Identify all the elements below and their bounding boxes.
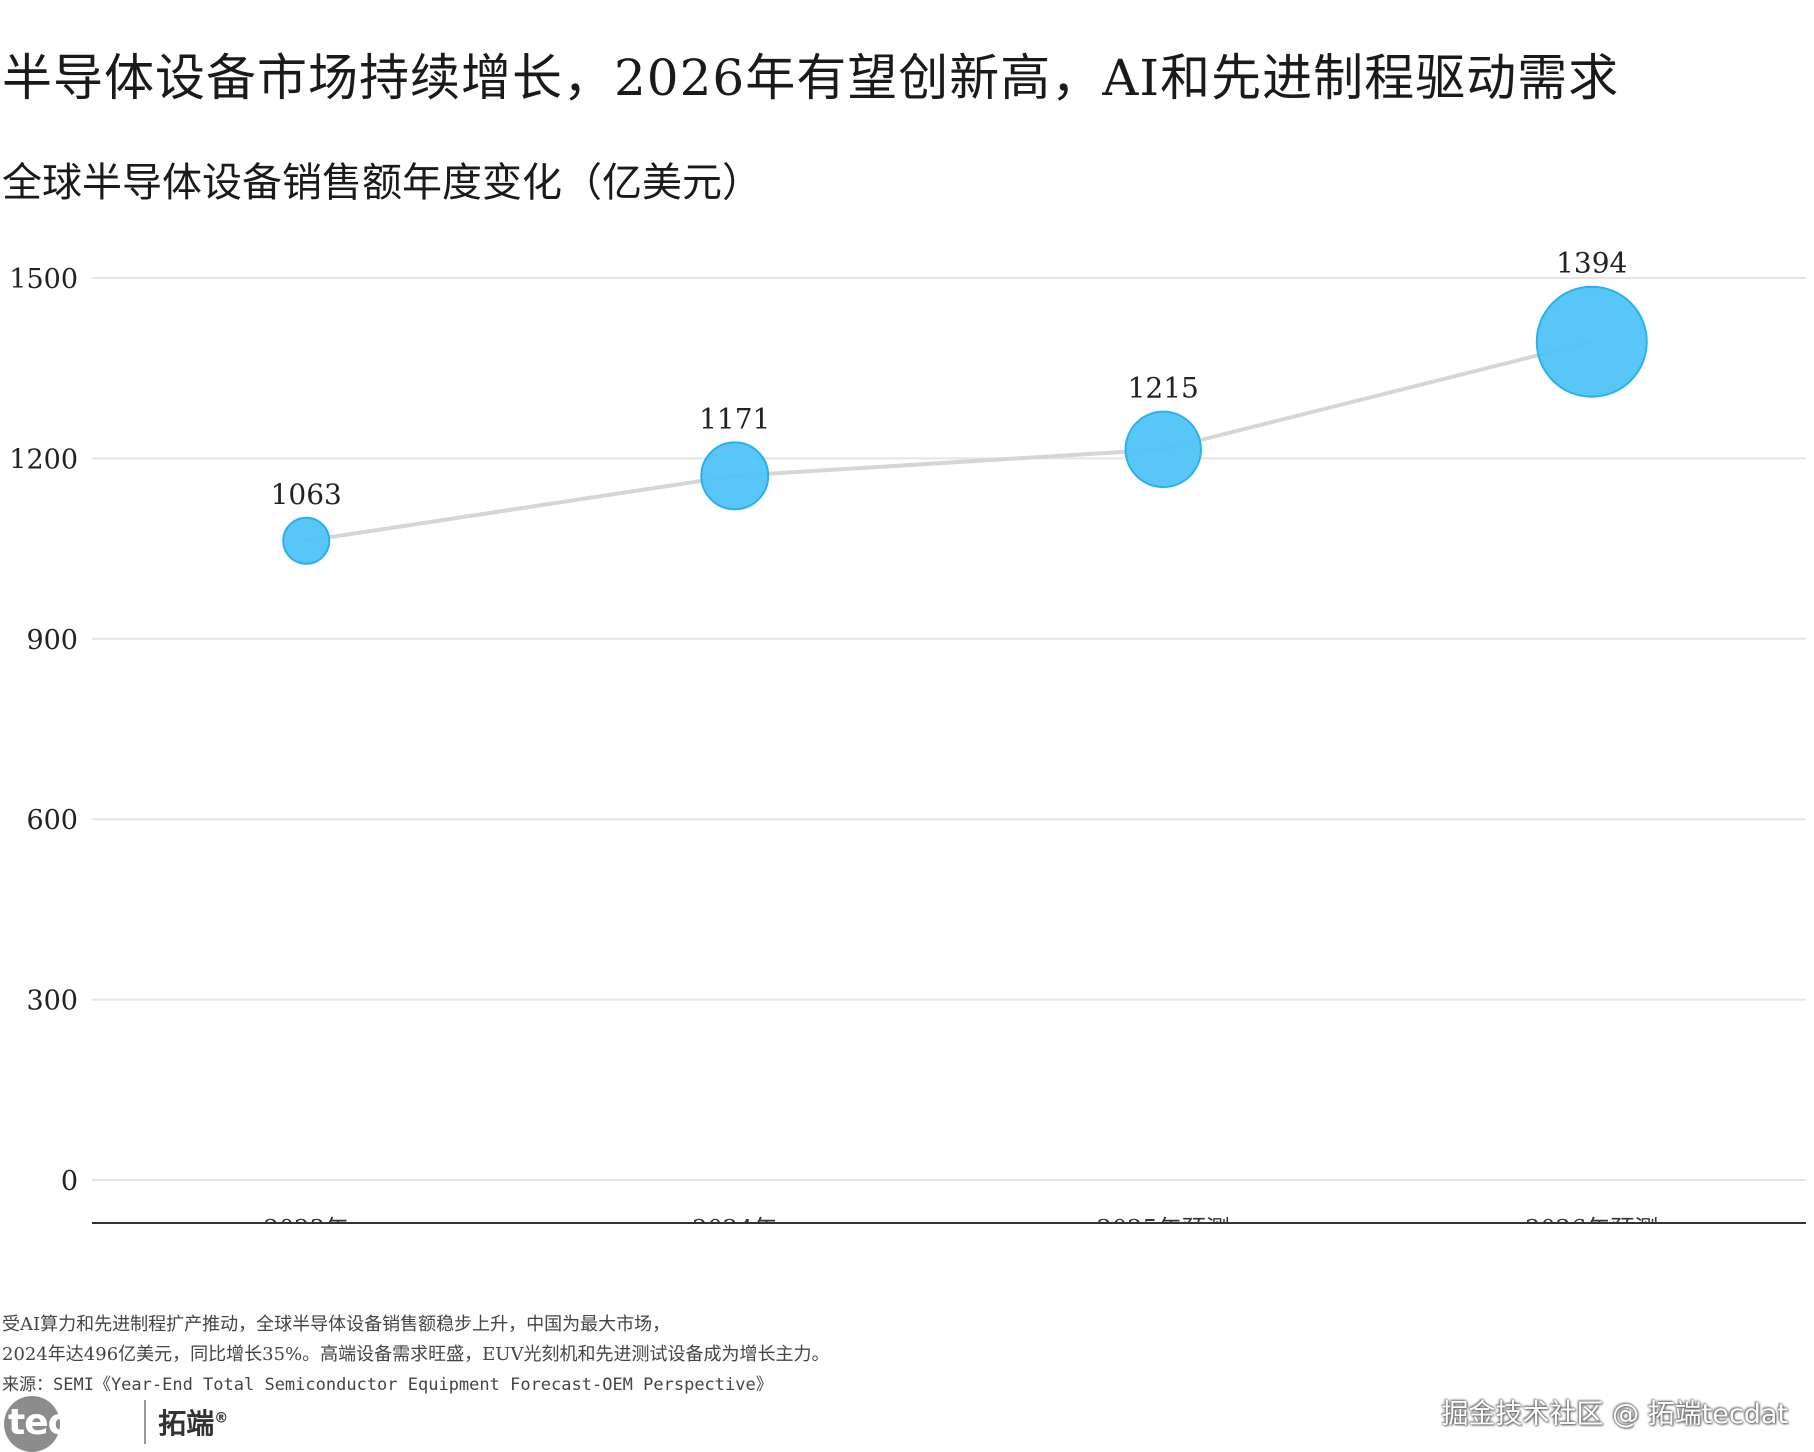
bubble-chart: 0 300 600 900 1200 1500 1063 1171 1215 1394 2023…	[0, 247, 1814, 1270]
registered-mark: ®	[214, 1410, 229, 1427]
logo-divider	[144, 1400, 147, 1444]
y-tick-label: 1200	[9, 444, 78, 475]
data-label: 1394	[1556, 247, 1627, 280]
footnote-line-2: 2024年达496亿美元，同比增长35%。高端设备需求旺盛，EUV光刻机和先进测…	[2, 1344, 830, 1365]
bubble-point	[700, 441, 770, 511]
bubbles	[282, 285, 1648, 565]
data-label: 1171	[699, 402, 770, 435]
bubble-point	[1535, 285, 1648, 398]
watermark: 掘金技术社区 @ 拓端tecdat	[1441, 1399, 1788, 1430]
bubble-point	[282, 516, 331, 565]
logo-cn-text: 拓端	[158, 1407, 215, 1440]
footnote-line-1: 受AI算力和先进制程扩产推动，全球半导体设备销售额稳步上升，中国为最大市场，	[2, 1314, 671, 1335]
bubble-point	[1124, 410, 1202, 489]
grid-lines	[92, 277, 1806, 1181]
y-tick-label: 600	[26, 805, 78, 836]
x-axis-ticks: 2023年2024年2025年预测2026年预测	[0, 1215, 1814, 1270]
logo-cn: 拓端®	[158, 1402, 228, 1442]
data-label: 1063	[271, 478, 342, 511]
y-tick-label: 900	[26, 625, 78, 656]
trend-line	[304, 339, 1594, 543]
page-title: 半导体设备市场持续增长，2026年有望创新高，AI和先进制程驱动需求	[2, 49, 1620, 107]
logo-wordmark: tecdat	[4, 1401, 133, 1443]
chart-subtitle: 全球半导体设备销售额年度变化（亿美元）	[2, 160, 762, 206]
source-note: 来源：SEMI《Year-End Total Semiconductor Equ…	[2, 1375, 773, 1395]
axis-clip-mask	[0, 1224, 1814, 1270]
logo-circle-icon	[4, 1396, 60, 1452]
logo-wordmark-text: tecdat	[8, 1401, 133, 1443]
y-axis-ticks: 0 300 600 900 1200 1500	[9, 264, 78, 1197]
y-tick-label: 0	[61, 1166, 78, 1197]
brand-logo: tecdat 拓端®	[4, 1394, 228, 1452]
data-label: 1215	[1128, 372, 1199, 405]
y-tick-label: 300	[26, 986, 78, 1017]
trend-line-path	[304, 339, 1594, 543]
y-tick-label: 1500	[9, 264, 78, 295]
data-labels: 1063 1171 1215 1394	[271, 247, 1628, 511]
